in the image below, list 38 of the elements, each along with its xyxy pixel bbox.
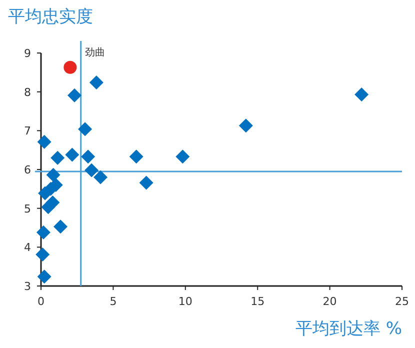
x-tick-label: 5 [110,295,117,308]
point [36,248,50,262]
point [65,148,80,162]
point [176,150,190,164]
point [50,150,65,165]
x-axis-title: 平均到达率 % [295,319,402,339]
point [81,150,96,164]
point [93,170,108,184]
y-tick-label: 3 [24,280,31,293]
point [37,134,52,149]
point [84,163,99,178]
point [36,225,50,240]
y-tick-label: 9 [24,47,31,60]
point [354,88,369,102]
y-tick-label: 5 [24,202,31,216]
point [89,76,104,90]
x-tick-label: 25 [395,295,409,308]
point [139,176,154,190]
point [37,270,52,284]
point [238,118,253,133]
y-tick-label: 7 [24,124,31,138]
annotation: 劲曲 [85,46,106,58]
y-tick-label: 8 [24,86,31,99]
point [129,150,144,164]
x-tick-label: 20 [322,295,337,308]
point [78,122,92,136]
point [53,220,68,234]
y-axis-title: 平均忠实度 [8,7,93,27]
x-tick-label: 0 [38,295,44,308]
point [41,200,56,214]
y-tick-label: 6 [24,164,31,176]
y-tick-label: 4 [24,241,31,254]
point [68,88,82,102]
point [38,186,52,200]
x-tick-label: 10 [178,295,192,308]
x-tick-label: 15 [250,295,265,308]
point [64,60,77,74]
point [46,168,60,182]
